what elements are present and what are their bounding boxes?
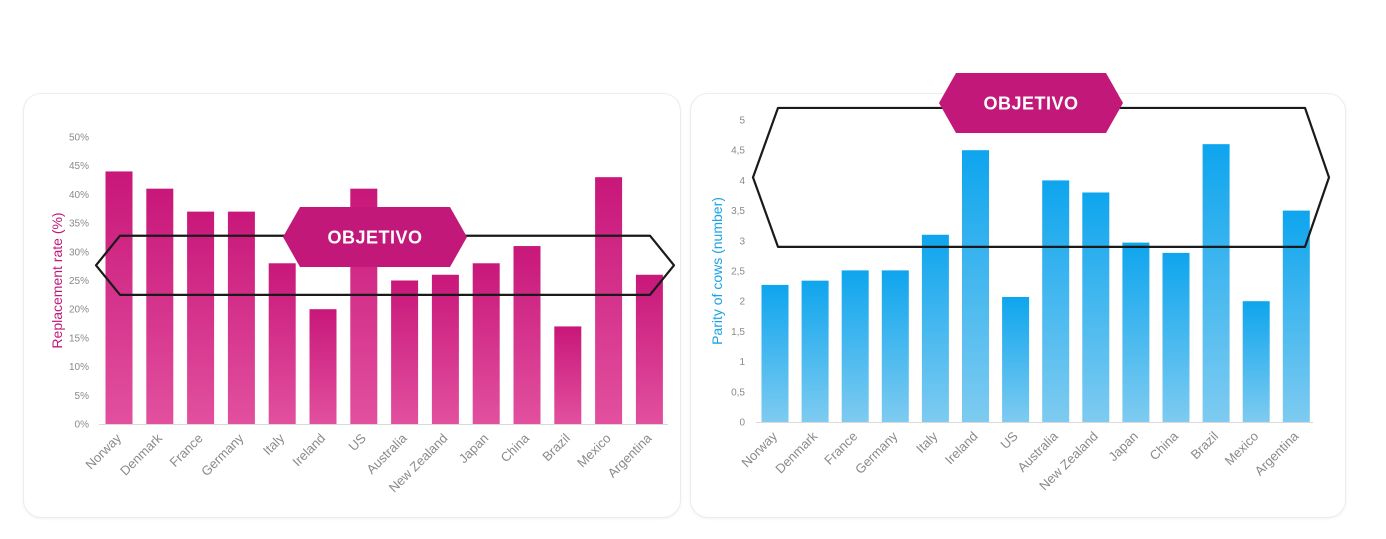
- y-tick-label: 0%: [75, 420, 90, 431]
- bar-ireland: [309, 309, 337, 424]
- x-tick-label: Ireland: [289, 431, 328, 470]
- y-tick-label: 4: [739, 176, 745, 187]
- x-tick-label: Denmark: [772, 428, 820, 476]
- x-tick-label: Mexico: [574, 431, 614, 471]
- bar-mexico: [1242, 301, 1270, 422]
- y-tick-label: 50%: [69, 133, 89, 144]
- bar-germany: [881, 270, 909, 422]
- objetivo-label: OBJETIVO: [983, 94, 1078, 114]
- y-tick-label: 40%: [69, 190, 89, 201]
- bar-argentina: [635, 274, 663, 424]
- objetivo-badge: [283, 207, 467, 267]
- y-tick-label: 0: [739, 418, 745, 429]
- y-tick-label: 4,5: [731, 146, 745, 157]
- bar-ireland: [962, 150, 989, 422]
- bar-china: [513, 246, 541, 424]
- y-tick-label: 45%: [69, 161, 89, 172]
- x-tick-label: France: [821, 429, 860, 468]
- y-tick-label: 25%: [69, 276, 89, 287]
- x-tick-label: Brazil: [1188, 428, 1222, 462]
- x-tick-label: Japan: [456, 431, 492, 467]
- y-tick-label: 1: [739, 357, 745, 368]
- y-tick-label: 0,5: [731, 387, 745, 398]
- y-axis-title: Parity of cows (number): [709, 197, 725, 345]
- y-tick-label: 1,5: [731, 327, 745, 338]
- y-tick-label: 2: [739, 297, 745, 308]
- bar-japan: [472, 263, 500, 424]
- x-tick-label: France: [166, 431, 205, 470]
- y-tick-label: 10%: [69, 362, 89, 373]
- bar-norway: [761, 284, 789, 422]
- x-tick-label: Mexico: [1222, 429, 1262, 469]
- bar-italy: [268, 263, 296, 424]
- x-tick-label: Argentina: [605, 430, 656, 481]
- bar-germany: [227, 211, 255, 424]
- y-tick-label: 5: [739, 116, 745, 127]
- bar-australia: [1042, 180, 1070, 422]
- x-tick-label: Denmark: [117, 430, 165, 478]
- x-tick-label: Japan: [1105, 429, 1141, 465]
- x-tick-label: Germany: [198, 430, 247, 479]
- y-tick-label: 3,5: [731, 206, 745, 217]
- x-tick-label: Ireland: [942, 429, 981, 468]
- y-tick-label: 5%: [75, 391, 90, 402]
- bar-brazil: [554, 326, 582, 424]
- y-tick-label: 35%: [69, 219, 89, 230]
- bar-us: [1002, 296, 1030, 422]
- bar-brazil: [1202, 144, 1230, 422]
- bar-mexico: [595, 177, 623, 424]
- target-range-outline: [94, 234, 676, 296]
- x-tick-label: China: [1146, 428, 1181, 463]
- y-tick-label: 3: [739, 236, 745, 247]
- bar-new-zealand: [431, 274, 459, 424]
- y-tick-label: 2,5: [731, 267, 745, 278]
- bar-denmark: [801, 280, 829, 422]
- x-tick-label: US: [346, 430, 370, 454]
- bar-china: [1162, 252, 1190, 422]
- target-range-outline: [751, 106, 1331, 248]
- x-tick-label: China: [497, 430, 532, 465]
- x-tick-label: US: [997, 428, 1021, 452]
- x-tick-label: Italy: [913, 428, 941, 456]
- y-tick-label: 15%: [69, 333, 89, 344]
- x-tick-label: Argentina: [1251, 428, 1302, 479]
- bar-denmark: [146, 188, 174, 424]
- y-axis-title: Replacement rate (%): [49, 212, 65, 348]
- y-tick-label: 20%: [69, 305, 89, 316]
- bar-italy: [921, 234, 949, 422]
- bar-france: [841, 270, 869, 422]
- objetivo-badge: [939, 73, 1123, 133]
- x-tick-label: Italy: [260, 430, 288, 458]
- bar-france: [187, 211, 215, 424]
- bar-japan: [1122, 242, 1150, 422]
- y-tick-label: 30%: [69, 247, 89, 258]
- objetivo-label: OBJETIVO: [327, 228, 422, 248]
- bar-new-zealand: [1082, 192, 1110, 422]
- bar-australia: [391, 280, 419, 424]
- x-tick-label: Brazil: [539, 430, 573, 464]
- x-tick-label: Germany: [852, 428, 901, 477]
- bar-norway: [105, 171, 133, 424]
